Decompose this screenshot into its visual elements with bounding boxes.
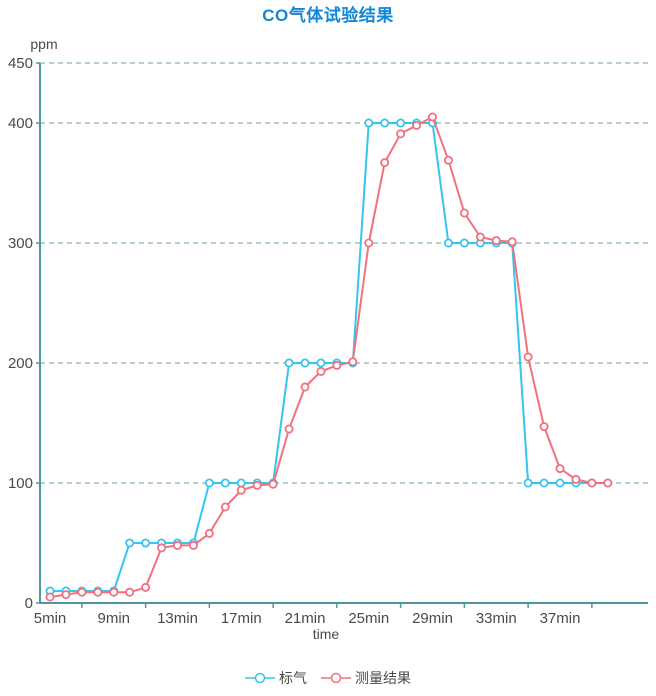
data-point-marker[interactable] — [125, 538, 135, 548]
data-point-marker[interactable] — [364, 238, 374, 248]
legend-marker-standard-gas-icon — [245, 672, 275, 684]
data-point-marker[interactable] — [587, 478, 597, 488]
data-point-marker[interactable] — [396, 129, 406, 139]
data-point-marker[interactable] — [491, 236, 501, 246]
y-axis-tick-label: 400 — [8, 115, 33, 132]
data-point-marker[interactable] — [523, 352, 533, 362]
legend-item-measurement[interactable]: 测量结果 — [321, 668, 411, 688]
data-point-marker[interactable] — [45, 592, 55, 602]
data-point-marker[interactable] — [523, 478, 533, 488]
data-point-marker[interactable] — [316, 366, 326, 376]
x-axis-tick-label: 33min — [476, 610, 517, 627]
data-point-marker[interactable] — [284, 358, 294, 368]
data-point-marker[interactable] — [141, 582, 151, 592]
y-axis-tick-label: 200 — [8, 355, 33, 372]
axes: 0 100 200 300 400 450 5min 9min 13min 17min 21min 2… — [8, 55, 648, 627]
x-axis-tick-label: 21min — [285, 610, 326, 627]
data-point-marker[interactable] — [204, 528, 214, 538]
legend-marker-measurement-icon — [321, 672, 351, 684]
x-axis-tick-label: 29min — [412, 610, 453, 627]
legend-label-standard-gas: 标气 — [279, 670, 307, 686]
data-point-marker[interactable] — [348, 357, 358, 367]
data-point-marker[interactable] — [539, 478, 549, 488]
y-axis-tick-label: 100 — [8, 475, 33, 492]
data-point-marker[interactable] — [220, 478, 230, 488]
data-point-marker[interactable] — [571, 474, 581, 484]
data-point-marker[interactable] — [555, 478, 565, 488]
data-point-marker[interactable] — [236, 478, 246, 488]
data-point-marker[interactable] — [427, 112, 437, 122]
x-axis-tick-label: 37min — [540, 610, 581, 627]
data-point-marker[interactable] — [507, 237, 517, 247]
data-point-marker[interactable] — [332, 360, 342, 370]
chart-canvas: ppm 0 100 200 300 400 450 5min 9min 13min 17min 21… — [8, 36, 648, 642]
x-axis-tick-label: 25min — [348, 610, 389, 627]
y-axis-title: ppm — [30, 36, 57, 52]
page-title: CO气体试验结果 — [262, 6, 394, 25]
data-point-marker[interactable] — [252, 480, 262, 490]
data-point-marker[interactable] — [300, 358, 310, 368]
data-point-marker[interactable] — [380, 158, 390, 168]
x-axis-tick-label: 5min — [34, 610, 67, 627]
data-point-marker[interactable] — [412, 120, 422, 130]
data-point-marker[interactable] — [380, 118, 390, 128]
data-point-marker[interactable] — [77, 587, 87, 597]
data-point-marker[interactable] — [188, 540, 198, 550]
series[interactable] — [45, 112, 613, 602]
data-point-marker[interactable] — [268, 479, 278, 489]
y-axis-tick-label: 450 — [8, 55, 33, 72]
x-axis-tick-label: 13min — [157, 610, 198, 627]
data-point-marker[interactable] — [109, 587, 119, 597]
data-point-marker[interactable] — [284, 424, 294, 434]
legend-item-standard-gas[interactable]: 标气 — [245, 668, 307, 688]
data-point-marker[interactable] — [364, 118, 374, 128]
x-axis-title: time — [313, 626, 340, 642]
data-point-marker[interactable] — [141, 538, 151, 548]
x-axis-tick-label: 9min — [97, 610, 130, 627]
data-point-marker[interactable] — [172, 540, 182, 550]
data-point-marker[interactable] — [316, 358, 326, 368]
legend: 标气 测量结果 — [0, 660, 656, 696]
x-axis-tick-label: 17min — [221, 610, 262, 627]
data-point-marker[interactable] — [61, 590, 71, 600]
data-point-marker[interactable] — [236, 485, 246, 495]
data-point-marker[interactable] — [204, 478, 214, 488]
series-测量结果[interactable] — [45, 112, 613, 602]
data-point-marker[interactable] — [125, 587, 135, 597]
data-point-marker[interactable] — [396, 118, 406, 128]
series-标气[interactable] — [45, 118, 613, 596]
data-point-marker[interactable] — [555, 464, 565, 474]
y-axis-tick-label: 300 — [8, 235, 33, 252]
data-point-marker[interactable] — [443, 238, 453, 248]
data-point-marker[interactable] — [603, 478, 613, 488]
data-point-marker[interactable] — [475, 232, 485, 242]
data-point-marker[interactable] — [157, 543, 167, 553]
data-point-marker[interactable] — [300, 382, 310, 392]
data-point-marker[interactable] — [220, 502, 230, 512]
y-axis-tick-label: 0 — [25, 595, 33, 612]
legend-label-measurement: 测量结果 — [355, 670, 411, 686]
data-point-marker[interactable] — [539, 422, 549, 432]
data-point-marker[interactable] — [459, 238, 469, 248]
gridlines — [40, 62, 648, 484]
data-point-marker[interactable] — [459, 208, 469, 218]
data-point-marker[interactable] — [443, 155, 453, 165]
data-point-marker[interactable] — [93, 587, 103, 597]
